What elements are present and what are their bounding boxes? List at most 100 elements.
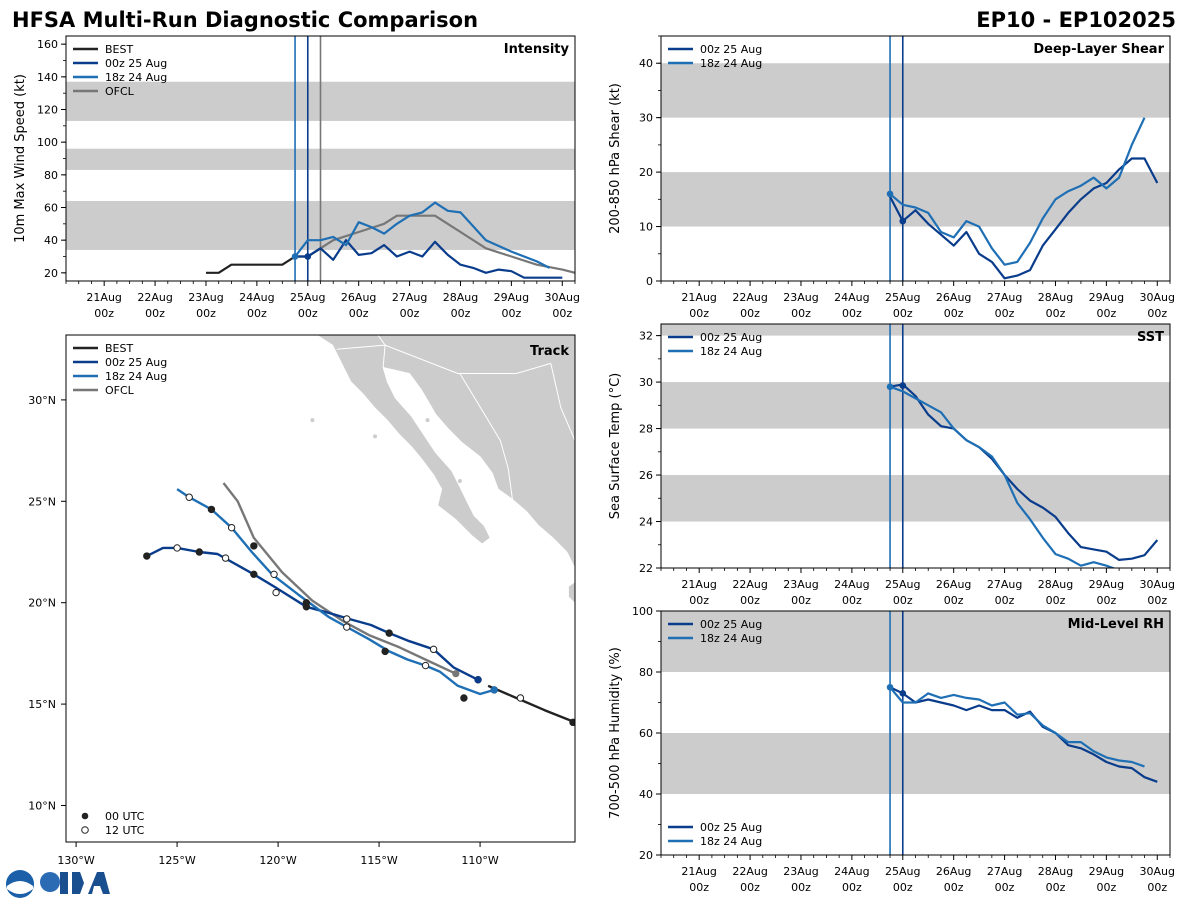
init-marker-run18 bbox=[886, 683, 894, 691]
x-tick-day: 27Aug bbox=[987, 291, 1022, 304]
init-marker-run00 bbox=[304, 253, 312, 260]
y-tick-label: 28 bbox=[639, 423, 653, 436]
x-tick-hour: 00z bbox=[1147, 307, 1167, 320]
y-tick-label: 40 bbox=[44, 234, 58, 247]
y-tick-label: 30 bbox=[639, 376, 653, 389]
legend-label-best: BEST bbox=[105, 43, 133, 56]
track-point-run00 bbox=[272, 588, 280, 597]
x-tick-hour: 00z bbox=[944, 594, 964, 607]
track-line-ofcl bbox=[222, 482, 457, 675]
island bbox=[373, 434, 378, 439]
x-tick-day: 22Aug bbox=[137, 291, 172, 304]
lon-tick-label: 125°W bbox=[158, 854, 195, 867]
x-tick-day: 30Aug bbox=[1140, 865, 1175, 878]
plot-area-shear bbox=[661, 36, 1170, 281]
legend-label-run00: 00z 25 Aug bbox=[700, 821, 762, 834]
x-tick-hour: 00z bbox=[893, 307, 913, 320]
x-tick-hour: 00z bbox=[501, 307, 521, 320]
y-tick-label: 60 bbox=[44, 202, 58, 215]
shaded-band bbox=[661, 611, 1170, 672]
lon-tick-label: 110°W bbox=[461, 854, 498, 867]
track-line-best bbox=[487, 684, 575, 724]
legend-label-ofcl: OFCL bbox=[105, 85, 135, 98]
shaded-band bbox=[661, 324, 1170, 336]
shaded-band bbox=[661, 475, 1170, 522]
panel-title: Track bbox=[530, 344, 569, 359]
x-tick-hour: 00z bbox=[349, 307, 369, 320]
y-tick-label: 20 bbox=[44, 267, 58, 280]
track-point-run18 bbox=[302, 598, 311, 607]
legend-label-run18: 18z 24 Aug bbox=[700, 345, 762, 358]
x-tick-day: 26Aug bbox=[936, 865, 971, 878]
x-tick-day: 22Aug bbox=[732, 578, 767, 591]
x-tick-day: 23Aug bbox=[783, 578, 818, 591]
x-tick-day: 27Aug bbox=[987, 865, 1022, 878]
x-tick-day: 29Aug bbox=[1089, 865, 1124, 878]
x-tick-day: 27Aug bbox=[987, 578, 1022, 591]
series-line-run00 bbox=[889, 383, 1159, 562]
track-line-run18 bbox=[176, 488, 495, 696]
x-tick-hour: 00z bbox=[552, 307, 572, 320]
land-jalisco-coast bbox=[568, 582, 575, 603]
x-tick-hour: 00z bbox=[740, 881, 760, 894]
legend-label-ofcl: OFCL bbox=[105, 384, 135, 397]
y-tick-label: 60 bbox=[639, 727, 653, 740]
track-point-run18 bbox=[343, 623, 351, 631]
x-tick-hour: 00z bbox=[944, 307, 964, 320]
x-tick-day: 23Aug bbox=[783, 865, 818, 878]
init-marker-run00 bbox=[899, 690, 907, 697]
y-axis-label: 700-500 hPa Humidity (%) bbox=[608, 647, 623, 819]
state-border bbox=[550, 363, 575, 441]
x-tick-hour: 00z bbox=[1147, 881, 1167, 894]
track-point-run00 bbox=[343, 615, 351, 623]
panel-shear: 0 10 20 30 40 21Aug 00z 22Aug 00z 23Aug 00z 24Aug 00… bbox=[608, 35, 1175, 320]
legend-label-run00: 00z 25 Aug bbox=[700, 331, 762, 344]
y-tick-label: 0 bbox=[646, 275, 653, 288]
x-tick-hour: 00z bbox=[400, 307, 420, 320]
y-axis-label: 200-850 hPa Shear (kt) bbox=[608, 83, 623, 234]
x-tick-day: 29Aug bbox=[1089, 578, 1124, 591]
state-border bbox=[377, 335, 386, 346]
x-tick-day: 27Aug bbox=[392, 291, 427, 304]
state-border bbox=[382, 345, 386, 368]
lat-tick-label: 25°N bbox=[28, 495, 56, 508]
y-tick-label: 160 bbox=[37, 38, 58, 51]
init-marker-run00 bbox=[899, 382, 907, 389]
x-tick-day: 24Aug bbox=[834, 578, 869, 591]
shaded-band bbox=[661, 733, 1170, 794]
x-tick-day: 25Aug bbox=[885, 865, 920, 878]
legend-label-run00: 00z 25 Aug bbox=[700, 43, 762, 56]
y-tick-label: 20 bbox=[639, 849, 653, 862]
cira-logo bbox=[6, 870, 110, 898]
run18-start-marker bbox=[490, 686, 498, 694]
x-tick-hour: 00z bbox=[689, 594, 709, 607]
x-tick-hour: 00z bbox=[791, 307, 811, 320]
figure-title: HFSA Multi-Run Diagnostic Comparison bbox=[12, 8, 478, 32]
x-tick-day: 22Aug bbox=[732, 291, 767, 304]
panel-rh: 20 40 60 80 100 21Aug 00z 22Aug 00z 23Aug 00z 24Aug… bbox=[608, 605, 1175, 894]
series-line-run18 bbox=[889, 385, 1116, 568]
legend-label-run00: 00z 25 Aug bbox=[105, 57, 167, 70]
ofcl-start-marker bbox=[452, 670, 460, 678]
legend-label-run18: 18z 24 Aug bbox=[105, 71, 167, 84]
x-tick-hour: 00z bbox=[1096, 307, 1116, 320]
y-tick-label: 80 bbox=[44, 169, 58, 182]
y-tick-label: 120 bbox=[37, 104, 58, 117]
y-tick-label: 40 bbox=[639, 57, 653, 70]
shaded-band bbox=[661, 172, 1170, 227]
init-marker-run18 bbox=[886, 383, 894, 391]
panel-title: SST bbox=[1137, 330, 1164, 345]
x-tick-day: 21Aug bbox=[681, 291, 716, 304]
track-point-run00 bbox=[221, 554, 230, 562]
x-tick-hour: 00z bbox=[1046, 881, 1066, 894]
lon-tick-label: 120°W bbox=[259, 854, 296, 867]
init-marker-run00 bbox=[899, 217, 907, 225]
y-axis-label: 10m Max Wind Speed (kt) bbox=[13, 74, 28, 243]
track-point-run18 bbox=[270, 570, 278, 579]
y-tick-label: 22 bbox=[639, 562, 653, 575]
y-axis-label: Sea Surface Temp (°C) bbox=[608, 373, 623, 520]
x-tick-hour: 00z bbox=[689, 307, 709, 320]
cira-globe-icon bbox=[40, 872, 60, 892]
x-tick-day: 29Aug bbox=[1089, 291, 1124, 304]
